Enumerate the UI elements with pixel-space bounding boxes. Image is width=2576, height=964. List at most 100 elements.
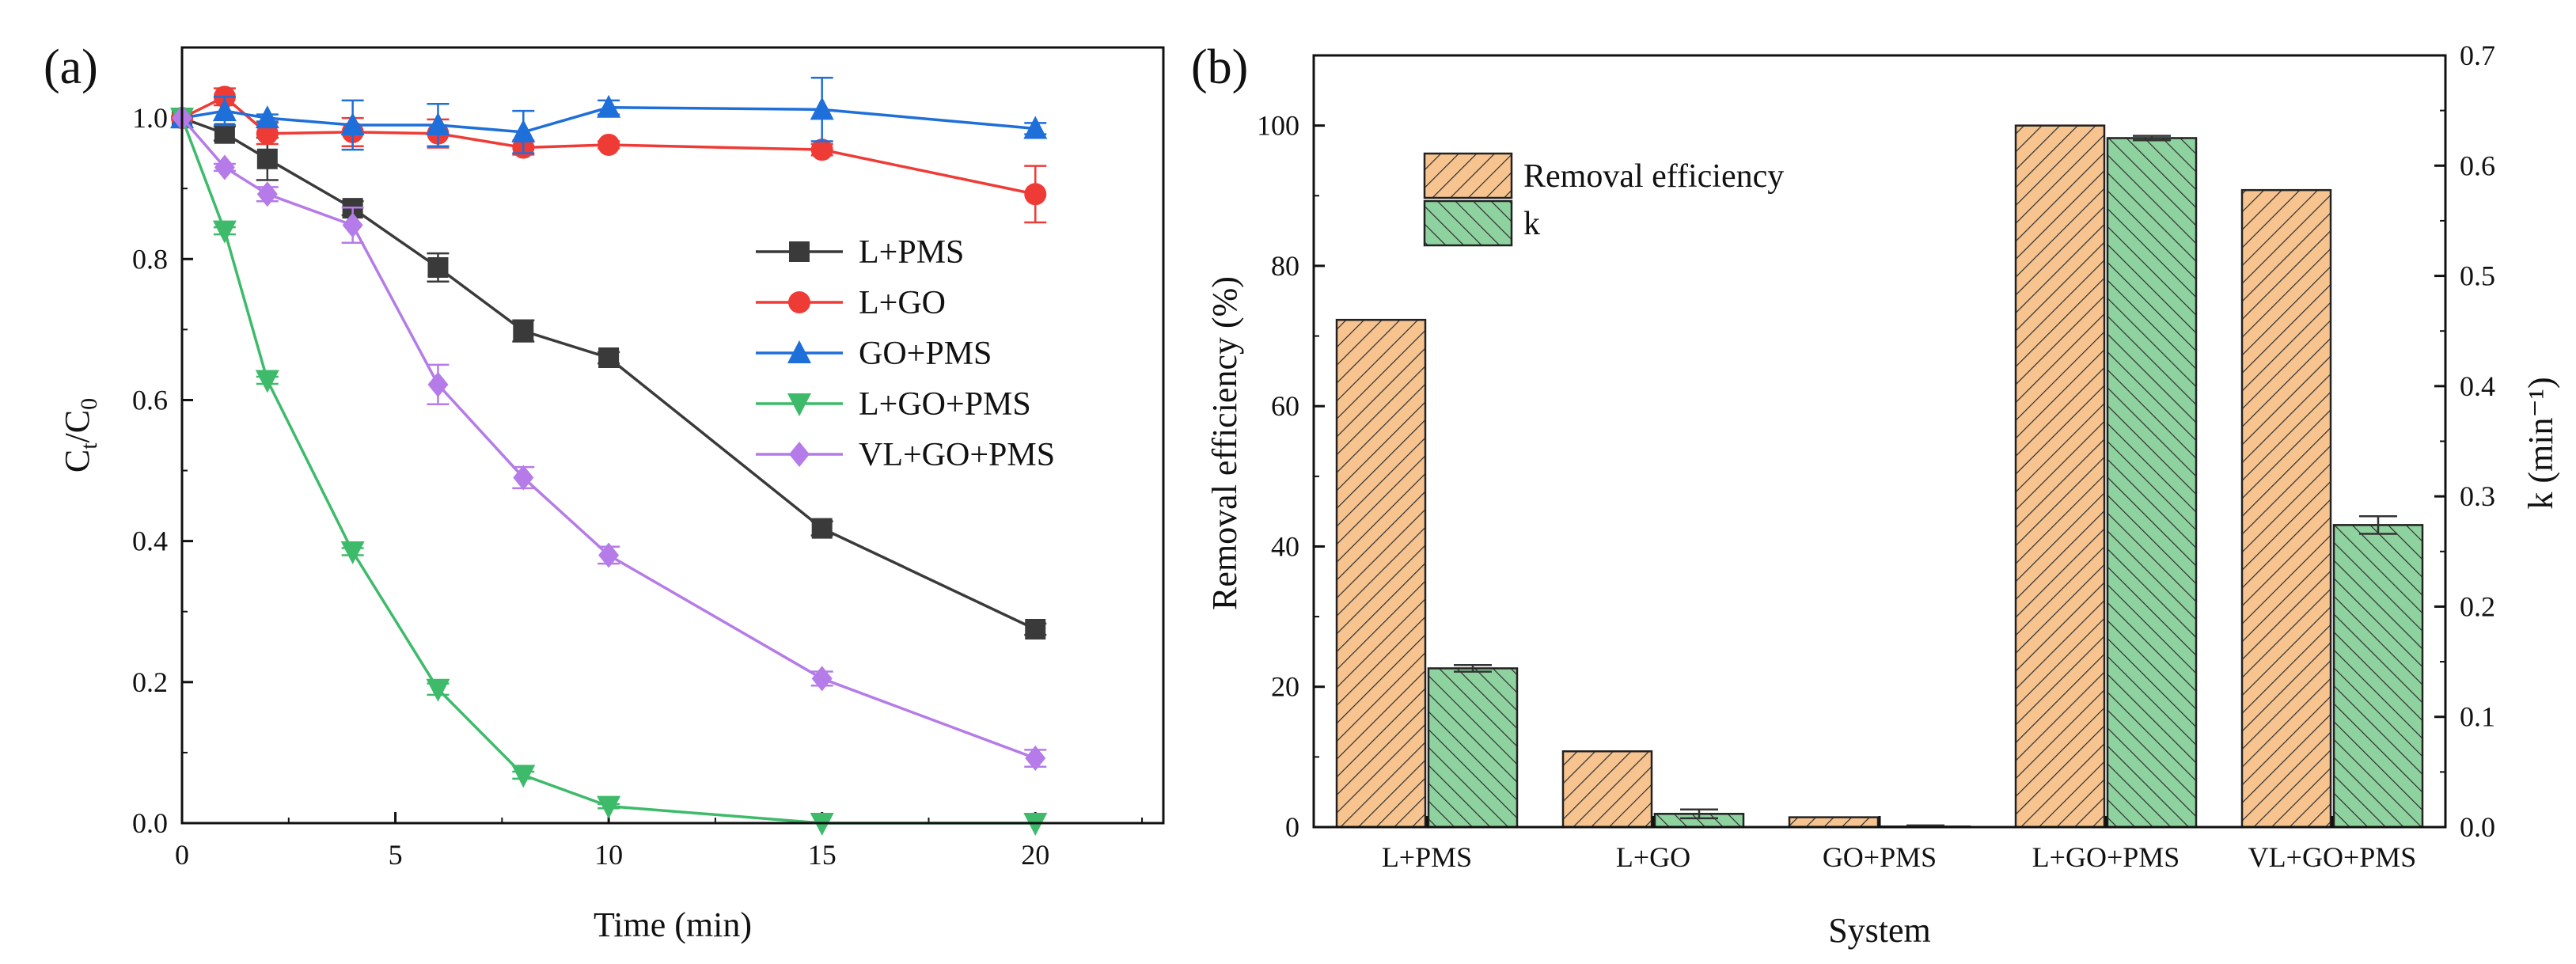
bar-removal-efficiency: [2240, 188, 2332, 829]
data-point-vl-go-pms: [427, 371, 449, 397]
panel-b-plot-frame: [1312, 54, 2447, 829]
data-point-go-pms: [1023, 116, 1048, 139]
legend-label-l-go: L+GO: [859, 285, 946, 321]
panel-b-category-label: L+GO+PMS: [2032, 841, 2180, 873]
legend-marker-l-pms: [789, 241, 810, 262]
panel-a-y-tick-label: 0.4: [132, 526, 168, 557]
data-point-l-pms: [811, 518, 833, 539]
panel-a-legend: L+PMS L+GO GO+PMS L+GO+PMS VL+GO+PMS: [756, 234, 1055, 473]
legend-swatch-k: [1423, 199, 1513, 247]
y-title-sub-t: t: [76, 442, 102, 450]
bar-k: [2106, 137, 2198, 829]
panel-b-category-label: L+PMS: [1382, 841, 1472, 873]
bar-removal-efficiency: [1335, 318, 1427, 829]
bar-removal-efficiency: [1561, 750, 1653, 829]
panel-b-left-tick-label: 80: [1271, 250, 1299, 282]
data-point-vl-go-pms: [256, 181, 278, 207]
data-point-l-go-pms: [255, 370, 279, 393]
panel-a-y-tick-label: 0.2: [132, 666, 168, 698]
panel-b-left-tick-label: 60: [1271, 390, 1299, 422]
data-point-vl-go-pms: [811, 666, 833, 692]
panel-b-bar-chart: (b) L+PMS L+GO GO+PMS L+GO+PMS VL+GO+PMS 0 20 4…: [1191, 40, 2560, 950]
data-point-l-pms: [598, 347, 620, 368]
legend-label-removal-efficiency: Removal efficiency: [1523, 158, 1784, 195]
panel-b-left-tick-label: 100: [1257, 110, 1299, 142]
panel-b-right-tick-label: 0.0: [2460, 811, 2495, 843]
data-point-vl-go-pms: [1025, 746, 1046, 772]
legend-label-go-pms: GO+PMS: [859, 336, 992, 372]
data-point-go-pms: [597, 94, 621, 118]
panel-b-right-axis-title: k (min⁻¹): [2521, 377, 2560, 509]
panel-a-series: [170, 77, 1048, 836]
panel-a-x-tick-label: 15: [808, 839, 837, 871]
panel-b-right-tick-label: 0.1: [2460, 701, 2495, 733]
legend-label-vl-go-pms: VL+GO+PMS: [859, 437, 1055, 473]
data-point-l-pms: [1025, 619, 1046, 640]
bar-removal-efficiency: [1788, 816, 1880, 829]
y-title-c: C: [58, 450, 97, 473]
data-point-go-pms: [255, 105, 279, 129]
panel-a-x-tick-label: 10: [594, 839, 623, 871]
panel-b-right-tick-label: 0.5: [2460, 260, 2495, 292]
y-title-sub-0: 0: [76, 398, 102, 410]
data-point-l-pms: [513, 321, 534, 342]
panel-a-plot-frame: [180, 46, 1165, 825]
panel-b-legend: Removal efficiency k: [1423, 152, 1784, 247]
data-point-l-go-pms: [511, 765, 536, 788]
panel-a-x-axis-title: Time (min): [594, 905, 752, 944]
panel-b-category-label: GO+PMS: [1823, 841, 1937, 873]
data-point-l-pms: [256, 148, 278, 169]
y-title-slash-c: /C: [58, 410, 97, 443]
panel-b-left-tick-label: 40: [1271, 530, 1299, 562]
panel-b-left-axis-title: Removal efficiency (%): [1205, 276, 1244, 610]
panel-b-right-tick-label: 0.7: [2460, 40, 2495, 71]
panel-a-y-tick-label: 0.6: [132, 384, 168, 416]
data-point-l-go: [1024, 183, 1047, 206]
data-point-l-pms: [214, 123, 235, 144]
panel-a-line-chart: (a) 0 5 10 15 20 0.0 0.2 0.4 0.6 0.8 1.0 Time (min…: [44, 40, 1165, 944]
data-point-go-pms: [426, 112, 450, 135]
data-point-l-go: [810, 139, 833, 161]
panel-b-bars: [1335, 124, 2424, 829]
panel-a-label: (a): [44, 40, 98, 94]
panel-a-y-tick-label: 0.8: [132, 243, 168, 275]
legend-label-l-go-pms: L+GO+PMS: [859, 386, 1031, 423]
panel-a-y-tick-label: 1.0: [132, 102, 168, 134]
data-point-l-pms: [427, 256, 449, 278]
bar-removal-efficiency: [2014, 124, 2106, 829]
data-point-l-go-pms: [597, 795, 621, 819]
panel-b-right-tick-label: 0.6: [2460, 150, 2495, 181]
legend-swatch-removal-efficiency: [1423, 152, 1513, 199]
data-point-go-pms: [511, 119, 536, 142]
data-point-l-go-pms: [212, 220, 237, 244]
legend-label-k: k: [1523, 206, 1540, 242]
panel-b-left-tick-label: 0: [1285, 811, 1299, 843]
data-point-vl-go-pms: [342, 212, 363, 238]
panel-a-x-tick-label: 5: [389, 839, 403, 871]
panel-a-y-axis-title: Ct/C0: [58, 398, 102, 473]
legend-marker-go-pms: [787, 340, 811, 363]
legend-marker-l-go: [788, 291, 810, 313]
panel-b-label: (b): [1191, 40, 1248, 94]
bar-k: [2332, 524, 2424, 829]
panel-b-category-label: L+GO: [1616, 841, 1690, 873]
data-point-vl-go-pms: [214, 154, 235, 180]
legend-marker-vl-go-pms: [789, 442, 810, 467]
bar-k: [1427, 667, 1519, 829]
data-point-l-go-pms: [340, 541, 365, 564]
data-point-l-go: [598, 133, 620, 156]
data-point-vl-go-pms: [598, 542, 620, 568]
panel-a-ticks: 0 5 10 15 20 0.0 0.2 0.4 0.6 0.8 1.0: [132, 102, 1144, 871]
data-point-l-go-pms: [426, 678, 450, 702]
legend-label-l-pms: L+PMS: [859, 234, 964, 271]
panel-b-ticks: L+PMS L+GO GO+PMS L+GO+PMS VL+GO+PMS 0 20 40 60 8…: [1257, 40, 2495, 873]
data-point-go-pms: [340, 112, 365, 135]
data-point-go-pms: [212, 98, 237, 122]
data-point-go-pms: [810, 97, 834, 120]
panel-a-x-tick-label: 20: [1021, 839, 1049, 871]
panel-b-right-tick-label: 0.2: [2460, 590, 2495, 622]
legend-marker-l-go-pms: [787, 393, 811, 416]
panel-b-left-tick-label: 20: [1271, 671, 1299, 703]
panel-b-right-tick-label: 0.3: [2460, 480, 2495, 512]
